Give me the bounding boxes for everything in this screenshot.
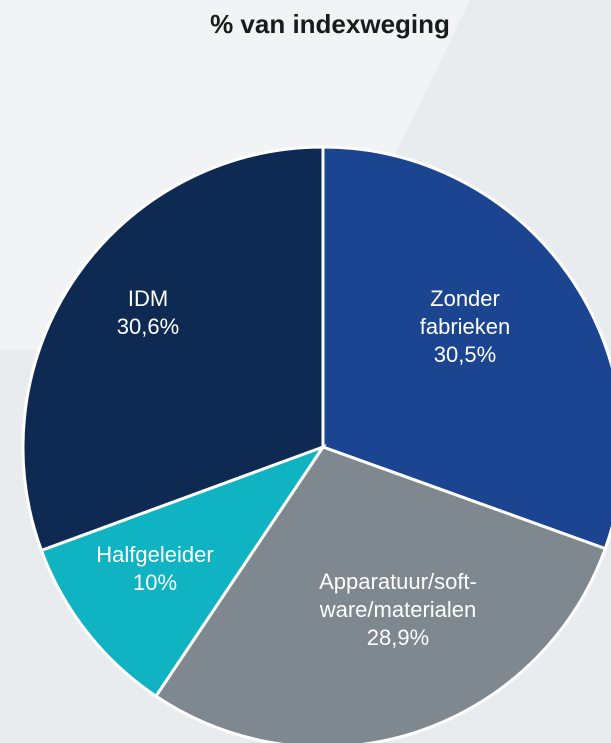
slice-label: Zonder fabrieken bbox=[420, 286, 511, 339]
pie-slice bbox=[321, 145, 611, 551]
slice-value-label: 10% bbox=[133, 570, 177, 595]
slice-value-label: 30,6% bbox=[117, 314, 179, 339]
slice-value-label: 30,5% bbox=[434, 342, 496, 367]
slice-value-label: 28,9% bbox=[367, 625, 429, 650]
slice-label: Apparatuur/soft-ware/materialen bbox=[319, 569, 477, 622]
slice-label: IDM bbox=[128, 286, 168, 311]
chart-title: % van indexweging bbox=[210, 9, 450, 39]
pie-slice bbox=[153, 445, 608, 743]
slice-label: Halfgeleider bbox=[96, 542, 213, 567]
pie-slice bbox=[21, 145, 325, 553]
pie-slice bbox=[39, 444, 327, 699]
